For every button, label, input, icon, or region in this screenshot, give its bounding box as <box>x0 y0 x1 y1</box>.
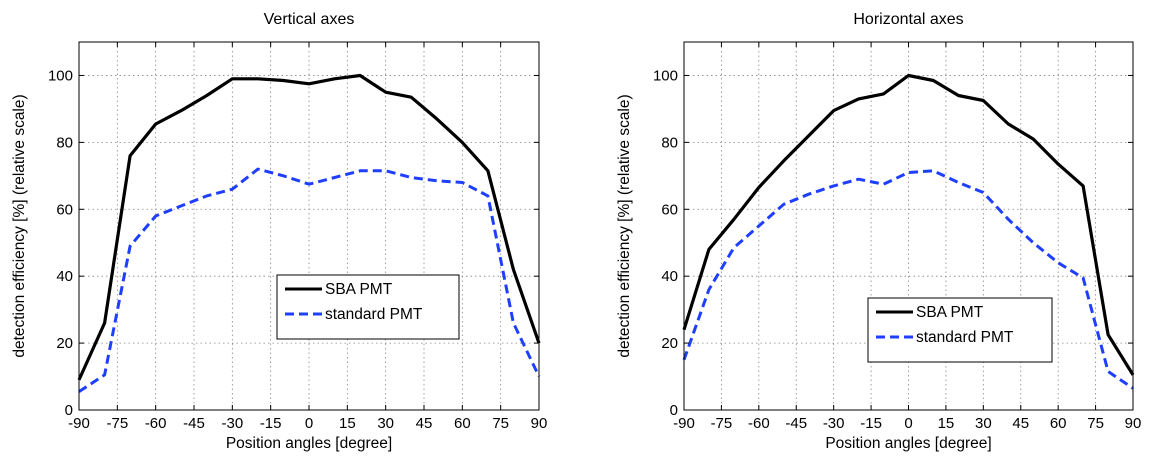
x-tick-label: 60 <box>1050 415 1067 432</box>
y-tick-label: 20 <box>661 335 678 352</box>
x-tick-label: -75 <box>711 415 733 432</box>
y-tick-label: 80 <box>56 134 73 151</box>
y-tick-label: 60 <box>56 201 73 218</box>
y-tick-label: 100 <box>48 67 73 84</box>
x-tick-label: -30 <box>221 415 243 432</box>
x-tick-label: 15 <box>339 415 356 432</box>
y-tick-label: 0 <box>65 402 73 419</box>
legend-label-standard-pmt: standard PMT <box>325 306 423 323</box>
x-tick-label: 45 <box>416 415 433 432</box>
y-tick-label: 40 <box>661 268 678 285</box>
x-tick-label: -15 <box>860 415 882 432</box>
chart-panel-1: -90 -75 -60 -45 -30 -15 0 15 30 45 60 75 90020406080… <box>11 11 547 452</box>
x-tick-label: 75 <box>492 415 509 432</box>
legend-label-standard-pmt: standard PMT <box>916 329 1014 346</box>
x-tick-label: 60 <box>454 415 471 432</box>
x-tick-label: -45 <box>183 415 205 432</box>
x-tick-label: 0 <box>904 415 912 432</box>
y-tick-label: 40 <box>56 268 73 285</box>
legend-label-sba-pmt: SBA PMT <box>325 281 393 298</box>
x-tick-label: -15 <box>260 415 282 432</box>
x-tick-label: -75 <box>106 415 128 432</box>
x-tick-label: 45 <box>1012 415 1029 432</box>
legend: SBA PMT standard PMT <box>277 275 459 339</box>
legend: SBA PMT standard PMT <box>868 298 1052 362</box>
y-tick-label: 80 <box>661 134 678 151</box>
x-axis-label: Position angles [degree] <box>226 435 392 452</box>
x-tick-label: -45 <box>785 415 807 432</box>
y-tick-label: 20 <box>56 335 73 352</box>
chart-panel-2: -90 -75 -60 -45 -30 -15 0 15 30 45 60 75 90020406080… <box>616 11 1141 452</box>
y-tick-label: 100 <box>653 67 678 84</box>
y-axis-label: detection efficiency [%] (relative scale… <box>616 94 633 357</box>
x-tick-label: 0 <box>305 415 313 432</box>
x-tick-label: 90 <box>1125 415 1142 432</box>
y-axis-label: detection efficiency [%] (relative scale… <box>11 94 28 357</box>
x-tick-label: 15 <box>938 415 955 432</box>
x-axis-label: Position angles [degree] <box>825 435 991 452</box>
y-tick-label: 60 <box>661 201 678 218</box>
x-tick-label: -30 <box>823 415 845 432</box>
legend-label-sba-pmt: SBA PMT <box>916 304 984 321</box>
x-tick-label: -60 <box>748 415 770 432</box>
x-tick-label: 90 <box>531 415 548 432</box>
x-tick-label: 30 <box>975 415 992 432</box>
x-tick-label: 75 <box>1087 415 1104 432</box>
y-tick-label: 0 <box>670 402 678 419</box>
chart-title: Horizontal axes <box>853 11 963 28</box>
chart-title: Vertical axes <box>264 11 355 28</box>
x-tick-label: -60 <box>145 415 167 432</box>
x-tick-label: 30 <box>377 415 394 432</box>
